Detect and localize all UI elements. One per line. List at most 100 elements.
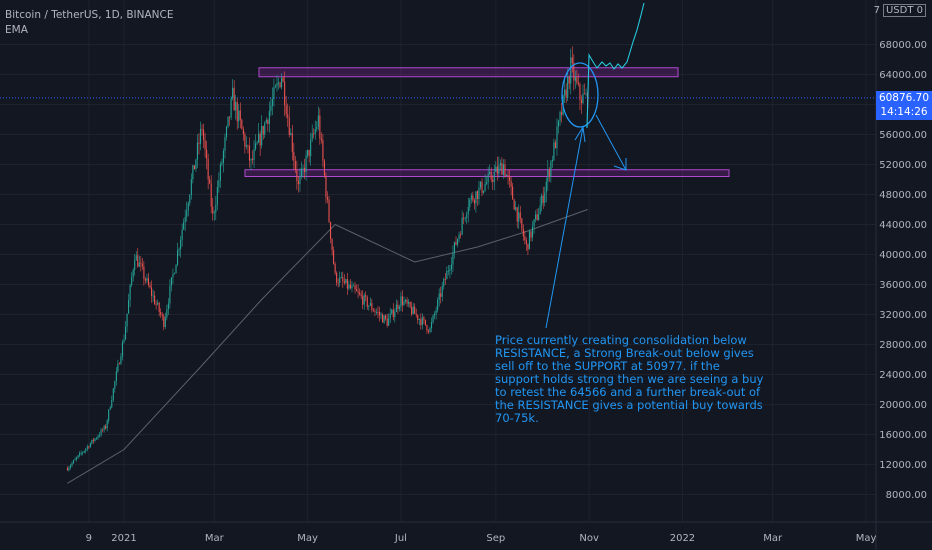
candle-body [138, 262, 140, 267]
candle-body [161, 314, 163, 316]
x-tick-label: Mar [763, 533, 783, 544]
chart-grid [0, 0, 876, 522]
candle-body [452, 252, 454, 265]
candle-body [366, 297, 368, 307]
candle-body [392, 309, 394, 318]
candle-body [394, 311, 396, 318]
candle-body [356, 289, 358, 292]
candle-body [241, 119, 243, 129]
candle-body [267, 119, 269, 125]
candle-body [372, 309, 374, 312]
candle-body [291, 133, 293, 153]
candle-body [522, 228, 524, 237]
candle-body [553, 142, 555, 160]
indicator-label[interactable]: EMA [5, 24, 28, 36]
candle-body [325, 175, 327, 198]
candle-body [446, 270, 448, 280]
candle-body [444, 278, 446, 280]
candle-body [438, 293, 440, 301]
candle-body [294, 160, 296, 170]
candle-body [585, 93, 587, 95]
candle-body [583, 93, 586, 95]
candle-body [573, 63, 575, 81]
candle-body [311, 133, 313, 140]
candle-body [362, 296, 364, 305]
candle-body [435, 310, 437, 314]
candle-body [307, 149, 309, 156]
candle-body [158, 302, 160, 312]
candle-body [192, 165, 194, 180]
candle-body [574, 77, 576, 81]
candle-body [424, 319, 426, 326]
candle-body [528, 231, 530, 250]
pointer-line [545, 126, 584, 329]
candle-body [450, 264, 452, 270]
candle-body [281, 77, 283, 88]
candle-body [391, 309, 393, 314]
candle-body [567, 76, 569, 98]
candle-body [224, 137, 226, 151]
candle-body [414, 306, 416, 314]
candle-body [68, 467, 70, 471]
candle-body [118, 363, 120, 365]
candle-body [149, 285, 151, 288]
candle-body [305, 155, 307, 173]
candle-body [236, 101, 238, 122]
candle-body [319, 115, 321, 139]
x-axis: 9 2021 Mar May Jul Sep Nov 2022 Mar May [0, 521, 932, 544]
candle-body [152, 295, 154, 297]
candle-body [128, 300, 130, 314]
y-tick-label: 44000.00 [879, 220, 927, 231]
candle-body [505, 174, 508, 176]
candle-body [166, 309, 168, 318]
resistance-zone [258, 67, 679, 78]
candle-body [177, 250, 179, 265]
candle-body [382, 314, 384, 323]
candle-body [386, 318, 388, 326]
candle-body [559, 112, 561, 121]
y-tick-label: 20000.00 [879, 400, 927, 411]
candle-body [221, 162, 223, 165]
x-tick-label: 2022 [670, 533, 695, 544]
candle-body [519, 212, 521, 219]
candle-body [333, 250, 335, 264]
candle-body [545, 181, 547, 193]
candle-body [134, 260, 136, 270]
candle-body [189, 194, 191, 204]
symbol-title: Bitcoin / TetherUS, 1D, BINANCE [5, 9, 174, 21]
x-tick-label: 2021 [111, 533, 136, 544]
candle-body [363, 295, 365, 305]
x-tick-label: Nov [579, 533, 599, 544]
candle-body [395, 304, 397, 312]
candle-body [484, 183, 486, 191]
candle-body [408, 302, 410, 304]
candle-body [271, 99, 273, 106]
candle-body [499, 163, 501, 166]
candle-body [470, 195, 472, 200]
candle-body [129, 285, 131, 301]
candle-body [284, 81, 286, 106]
candle-body [290, 133, 292, 136]
candle-body [411, 307, 413, 315]
candle-body [544, 192, 546, 203]
candle-body [181, 229, 183, 240]
candle-body [323, 160, 325, 176]
candle-body [397, 304, 399, 309]
candle-body [219, 164, 221, 182]
candle-body [265, 119, 267, 123]
candle-body [199, 129, 202, 144]
candle-body [507, 174, 509, 177]
candle-body [196, 142, 198, 160]
candle-body [98, 435, 101, 437]
candle-body [378, 312, 381, 316]
candle-body [331, 239, 333, 251]
candle-body [541, 195, 543, 206]
candle-body [412, 306, 414, 315]
currency-prefix: 7 [873, 5, 880, 16]
candle-body [83, 450, 85, 453]
candle-body [285, 105, 287, 115]
currency-selector[interactable]: 7 USDT 0 [873, 4, 926, 17]
candle-body [548, 169, 550, 177]
candle-body [193, 165, 195, 170]
